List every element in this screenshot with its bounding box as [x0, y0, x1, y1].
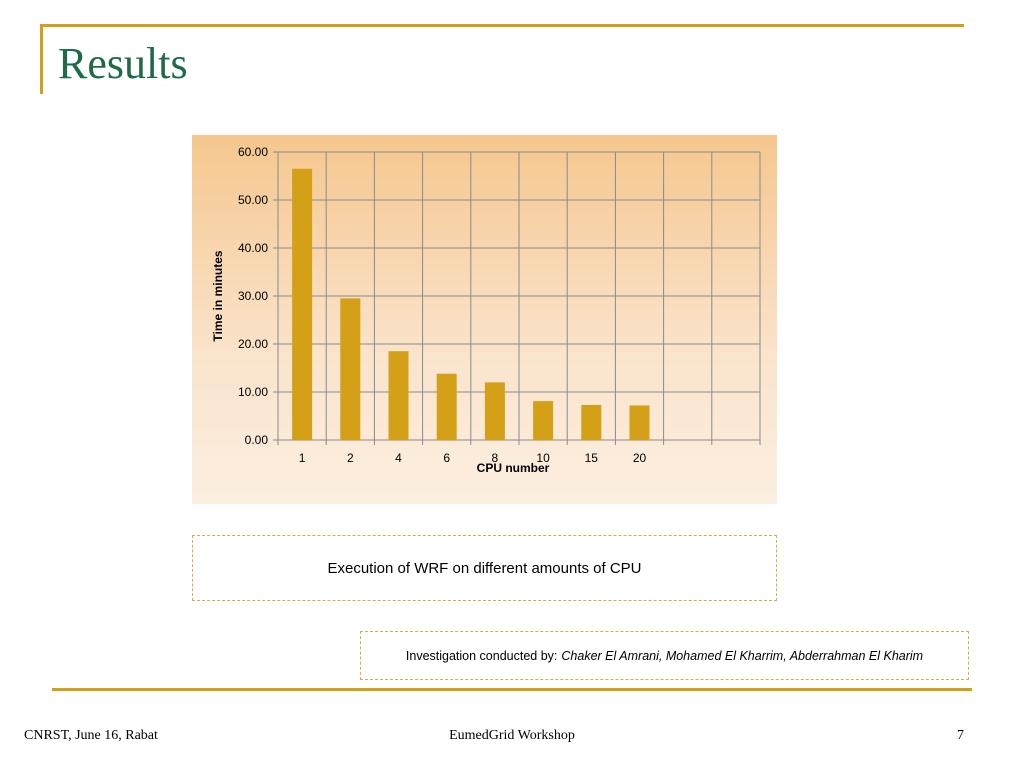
credit-box: Investigation conducted by: Chaker El Am…	[360, 631, 969, 680]
header-rule	[40, 24, 964, 27]
footer-left-text: CNRST, June 16, Rabat	[24, 728, 158, 743]
bar	[581, 404, 602, 440]
x-tick-label: 1	[299, 451, 306, 465]
bar	[484, 382, 505, 440]
y-tick-label: 60.00	[238, 145, 268, 159]
x-axis-title: CPU number	[477, 461, 550, 475]
slide-title: Results	[58, 39, 188, 88]
bar	[629, 405, 650, 440]
caption-text: Execution of WRF on different amounts of…	[327, 559, 642, 577]
x-tick-label: 10	[536, 451, 550, 465]
x-tick-label: 2	[347, 451, 354, 465]
x-tick-label: 20	[633, 451, 647, 465]
bar	[388, 351, 409, 440]
y-tick-label: 30.00	[238, 289, 268, 303]
y-tick-label: 40.00	[238, 241, 268, 255]
footer-center-text: EumedGrid Workshop	[449, 728, 575, 743]
bar	[340, 298, 361, 440]
x-tick-label: 15	[585, 451, 599, 465]
credit-prefix: Investigation conducted by:	[405, 648, 558, 663]
footer-rule	[52, 688, 972, 691]
y-tick-label: 10.00	[238, 385, 268, 399]
bar	[436, 373, 457, 440]
bar	[292, 168, 313, 441]
y-tick-label: 50.00	[238, 193, 268, 207]
x-tick-label: 8	[492, 451, 499, 465]
y-axis-title: Time in minutes	[211, 250, 225, 341]
bar	[533, 401, 554, 440]
header-accent-bar	[40, 24, 43, 94]
y-tick-label: 20.00	[238, 337, 268, 351]
x-tick-label: 6	[443, 451, 450, 465]
bar-chart: 0.00 10.00 20.00 30.00 40.00 50.00 60.00 1 2 4 6 8 1…	[192, 135, 777, 504]
chart-caption: Execution of WRF on different amounts of…	[192, 535, 777, 601]
credit-names: Chaker El Amrani, Mohamed El Kharrim, Ab…	[561, 648, 924, 663]
page-number: 7	[957, 728, 964, 743]
bar-chart-svg: 0.00 10.00 20.00 30.00 40.00 50.00 60.00 1 2 4 6 8 1…	[211, 145, 761, 475]
x-tick-label: 4	[395, 451, 402, 465]
y-tick-label: 0.00	[245, 433, 269, 447]
